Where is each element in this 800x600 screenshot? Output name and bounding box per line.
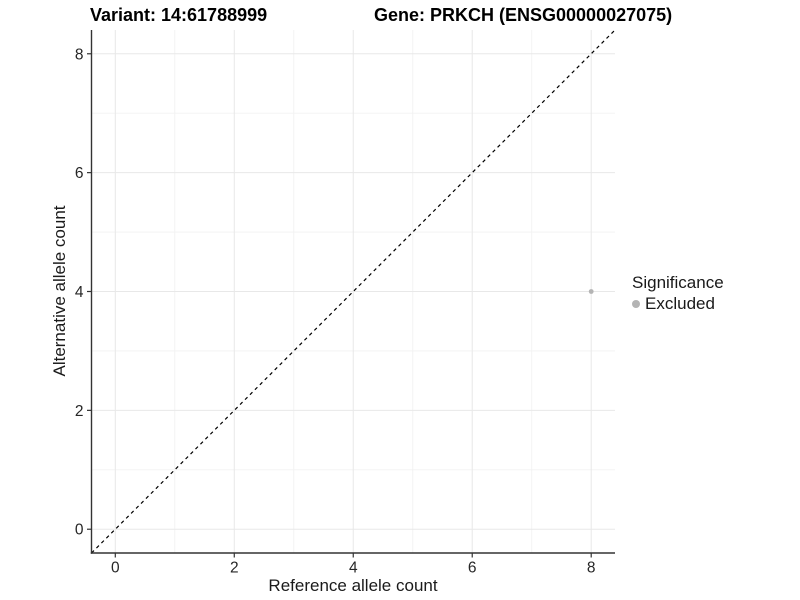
y-axis-label: Alternative allele count: [50, 205, 69, 377]
y-tick-label: 2: [75, 403, 84, 420]
data-point: [588, 289, 594, 294]
x-tick-label: 8: [587, 560, 596, 577]
legend-entry-label: Excluded: [645, 294, 715, 313]
y-tick-label: 4: [75, 284, 84, 301]
y-tick-label: 8: [75, 46, 84, 63]
x-tick-label: 0: [111, 560, 120, 577]
identity-line: [91, 29, 616, 554]
excluded-dot-icon: [632, 299, 640, 308]
x-tick-label: 4: [349, 560, 358, 577]
y-tick-label: 6: [75, 165, 84, 182]
legend-title: Significance: [632, 273, 724, 292]
variant-title: Variant: 14:61788999: [90, 5, 268, 25]
y-tick-label: 0: [75, 522, 84, 539]
x-tick-label: 2: [230, 560, 239, 577]
gene-title: Gene: PRKCH (ENSG00000027075): [374, 5, 673, 25]
x-tick-label: 6: [468, 560, 477, 577]
x-axis-label: Reference allele count: [268, 576, 438, 595]
legend-entry-excluded: Excluded: [632, 293, 724, 314]
legend: Significance Excluded: [632, 272, 724, 314]
